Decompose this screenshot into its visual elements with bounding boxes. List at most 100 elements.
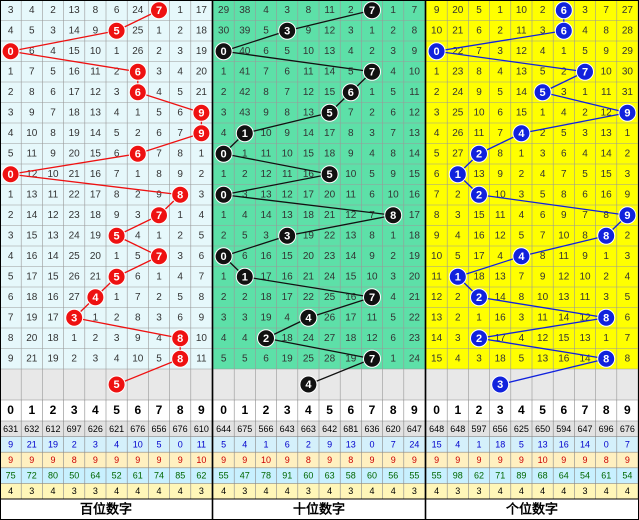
grid-cell: 6: [177, 107, 183, 118]
grid-cell: 8: [50, 128, 56, 139]
grid-cell: 3: [8, 107, 14, 118]
hit-ball: [278, 226, 297, 245]
grid-cell: 7: [50, 107, 56, 118]
grid-cell: 1: [71, 333, 77, 344]
grid-cell: 1: [561, 46, 567, 57]
grid-cell: 10: [495, 189, 507, 200]
grid-cell: 20: [26, 333, 38, 344]
grid-cell: 19: [303, 230, 315, 241]
grid-cell: 2: [93, 333, 99, 344]
grid-cell: 4: [561, 107, 567, 118]
stat-cell: 9: [327, 439, 332, 449]
grid-cell: 11: [324, 5, 335, 16]
grid-cell: 7: [8, 312, 14, 323]
grid-cell: 3: [582, 128, 588, 139]
grid-cell: 17: [26, 271, 38, 282]
stat-cell: 58: [346, 471, 356, 481]
grid-cell: 25: [324, 292, 336, 303]
ball-label: 6: [561, 25, 567, 37]
stat-cell: 3: [348, 486, 353, 496]
grid-cell: 19: [90, 230, 102, 241]
grid-cell: 16: [90, 169, 102, 180]
grid-cell: 3: [625, 169, 631, 180]
grid-cell: 3: [540, 25, 546, 36]
grid-cell: 42: [239, 87, 251, 98]
grid-cell: 19: [282, 353, 294, 364]
grid-cell: 1: [135, 169, 141, 180]
grid-cell: 10: [303, 46, 315, 57]
grid-cell: 5: [263, 25, 269, 36]
grid-cell: 11: [580, 292, 591, 303]
section-label: 百位数字: [80, 502, 132, 517]
grid-cell: 2: [455, 312, 461, 323]
grid-cell: 12: [366, 333, 378, 344]
stat-cell: 63: [325, 471, 335, 481]
grid-cell: 13: [431, 312, 443, 323]
grid-cell: 7: [348, 107, 354, 118]
stat-cell: 4: [242, 439, 247, 449]
digit-header: 8: [603, 403, 610, 417]
grid-cell: 4: [242, 210, 248, 221]
stat-cell: 9: [391, 455, 396, 465]
hit-ball: [597, 349, 616, 368]
grid-cell: 2: [497, 25, 503, 36]
grid-cell: 15: [473, 210, 485, 221]
grid-cell: 14: [26, 210, 38, 221]
forecast-ball: [491, 375, 510, 394]
grid-cell: 5: [284, 46, 290, 57]
grid-cell: 2: [135, 189, 141, 200]
hit-ball: [470, 329, 488, 348]
ball-label: 8: [177, 333, 183, 345]
grid-cell: 5: [455, 251, 461, 262]
grid-cell: 11: [601, 87, 612, 98]
grid-cell: 10: [282, 148, 294, 159]
grid-cell: 24: [303, 333, 315, 344]
digit-header: 9: [624, 403, 631, 417]
stat-cell: 4: [369, 486, 374, 496]
stat-cell: 656: [151, 424, 166, 434]
stat-cell: 4: [285, 486, 290, 496]
grid-cell: 10: [26, 128, 38, 139]
grid-cell: 6: [114, 5, 120, 16]
grid-cell: 12: [47, 210, 59, 221]
grid-cell: 22: [324, 230, 336, 241]
grid-cell: 17: [196, 5, 208, 16]
ball-label: 0: [221, 148, 227, 160]
grid-cell: 13: [579, 333, 591, 344]
stat-cell: 9: [582, 455, 587, 465]
grid-cell: 9: [476, 87, 482, 98]
stat-cell: 8: [306, 455, 311, 465]
grid-cell: 2: [156, 292, 162, 303]
grid-cell: 26: [452, 128, 464, 139]
ball-label: 4: [518, 128, 525, 140]
ball-label: 5: [114, 379, 120, 391]
grid-cell: 1: [199, 148, 205, 159]
grid-cell: 2: [390, 251, 396, 262]
grid-cell: 3: [390, 46, 396, 57]
hit-ball: [299, 308, 318, 327]
stat-cell: 64: [559, 471, 569, 481]
trend-line: [223, 235, 288, 257]
grid-cell: 5: [476, 5, 482, 16]
grid-cell: 15: [69, 46, 81, 57]
grid-cell: 24: [409, 353, 421, 364]
stat-cell: 9: [369, 455, 374, 465]
stat-cell: 0: [369, 439, 374, 449]
trend-line: [500, 358, 607, 386]
hit-ball: [150, 247, 168, 266]
grid-cell: 15: [324, 87, 336, 98]
stat-cell: 50: [69, 471, 79, 481]
grid-cell: 7: [369, 210, 375, 221]
grid-cell: 8: [348, 128, 354, 139]
grid-cell: 1: [114, 46, 120, 57]
trend-line: [137, 91, 202, 114]
stat-cell: 3: [306, 486, 311, 496]
grid-cell: 17: [69, 87, 81, 98]
grid-cell: 5: [519, 353, 525, 364]
grid-cell: 5: [177, 292, 183, 303]
stat-cell: 54: [580, 471, 590, 481]
grid-cell: 7: [284, 87, 290, 98]
grid-cell: 4: [434, 128, 440, 139]
grid-cell: 3: [561, 87, 567, 98]
stat-cell: 9: [8, 455, 13, 465]
